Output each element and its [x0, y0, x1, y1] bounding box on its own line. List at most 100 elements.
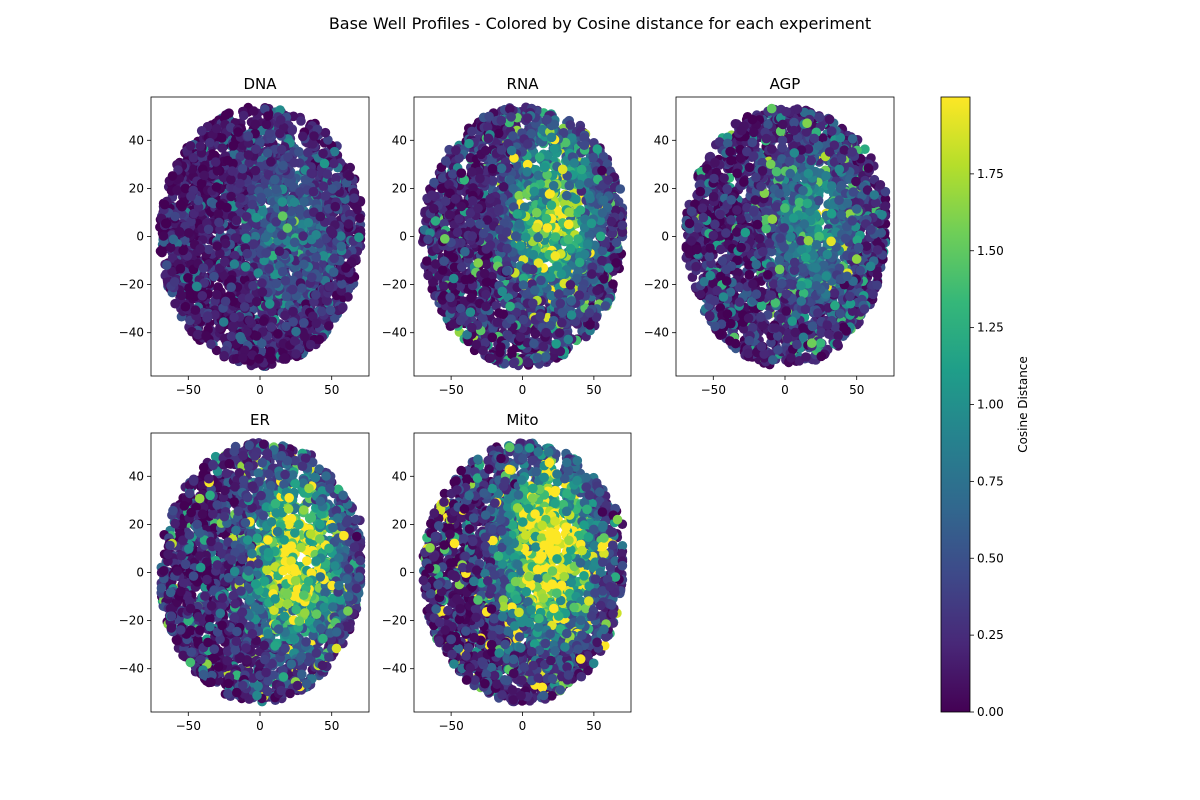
scatter-point — [303, 217, 314, 228]
scatter-point — [253, 268, 263, 278]
scatter-point — [266, 223, 276, 233]
scatter-point — [210, 310, 220, 320]
scatter-point — [231, 215, 242, 226]
scatter-point — [264, 264, 274, 274]
scatter-point — [214, 217, 224, 228]
scatter-point — [266, 157, 276, 167]
scatter-point — [296, 116, 306, 126]
scatter-point — [277, 230, 287, 240]
scatter-point — [603, 263, 614, 273]
scatter-point — [227, 166, 237, 176]
scatter-point — [211, 345, 222, 356]
scatter-point — [205, 137, 215, 148]
scatter-point — [599, 274, 609, 284]
scatter-point — [563, 219, 574, 230]
scatter-point — [281, 321, 291, 332]
scatter-point — [537, 124, 548, 135]
scatter-point — [323, 135, 333, 145]
scatter-point — [270, 174, 280, 185]
scatter-point — [277, 211, 288, 221]
scatter-point — [251, 212, 261, 223]
scatter-point — [530, 329, 541, 339]
scatter-point — [250, 119, 261, 130]
scatter-point — [244, 293, 255, 303]
scatter-point — [311, 318, 322, 329]
scatter-point — [178, 245, 188, 256]
scatter-point — [591, 312, 602, 323]
scatter-point — [452, 227, 463, 238]
scatter-point — [220, 296, 231, 307]
scatter-point — [246, 184, 257, 194]
scatter-point — [199, 278, 209, 288]
scatter-point — [233, 127, 243, 137]
scatter-point — [242, 248, 252, 259]
scatter-point — [319, 158, 330, 169]
scatter-point — [482, 122, 493, 132]
scatter-point — [437, 173, 448, 183]
scatter-point — [276, 144, 287, 155]
scatter-point — [344, 171, 355, 181]
scatter-point — [444, 210, 455, 220]
scatter-point — [169, 277, 180, 287]
scatter-point — [311, 290, 321, 300]
scatter-point — [317, 306, 327, 317]
scatter-point — [329, 158, 339, 169]
scatter-point — [448, 169, 458, 179]
scatter-point — [266, 354, 277, 365]
scatter-point — [188, 153, 199, 163]
scatter-point — [308, 139, 318, 149]
scatter-point — [196, 178, 207, 189]
scatter-point — [170, 211, 180, 222]
scatter-point — [247, 199, 258, 210]
figure-title: Base Well Profiles - Colored by Cosine d… — [329, 14, 871, 33]
scatter-point — [481, 277, 492, 287]
scatter-point — [248, 280, 258, 291]
scatter-point — [237, 163, 248, 174]
scatter-points — [418, 102, 628, 371]
scatter-point — [507, 349, 517, 360]
scatter-point — [237, 293, 248, 304]
scatter-point — [322, 169, 333, 179]
scatter-point — [617, 227, 628, 237]
scatter-point — [318, 251, 329, 261]
scatter-point — [325, 225, 336, 236]
scatter-point — [276, 115, 286, 125]
scatter-point — [297, 283, 307, 294]
scatter-point — [235, 193, 246, 203]
scatter-point — [235, 178, 245, 189]
scatter-point — [346, 257, 357, 267]
scatter-point — [328, 267, 339, 278]
scatter-point — [343, 219, 354, 229]
scatter-point — [429, 177, 439, 188]
scatter-point — [241, 212, 252, 222]
scatter-point — [309, 131, 319, 141]
scatter-point — [511, 307, 522, 318]
scatter-point — [321, 295, 332, 306]
scatter-point — [259, 218, 270, 228]
scatter-point — [299, 259, 309, 270]
scatter-point — [193, 195, 203, 206]
scatter-point — [523, 357, 534, 368]
scatter-point — [213, 209, 224, 219]
scatter-point — [485, 194, 496, 204]
scatter-point — [338, 302, 348, 313]
scatter-point — [471, 339, 482, 350]
scatter-point — [449, 262, 460, 273]
scatter-point — [183, 273, 193, 283]
scatter-point — [330, 201, 341, 212]
scatter-point — [212, 289, 222, 300]
scatter-point — [288, 111, 299, 122]
scatter-point — [477, 312, 488, 323]
scatter-point — [553, 206, 563, 216]
scatter-point — [261, 248, 271, 258]
scatter-point — [538, 341, 549, 352]
scatter-point — [195, 141, 206, 151]
scatter-point — [355, 213, 365, 223]
scatter-point — [352, 204, 362, 215]
scatter-point — [318, 148, 328, 159]
scatter-point — [574, 179, 585, 190]
scatter-point — [300, 331, 310, 342]
scatter-point — [305, 339, 316, 350]
